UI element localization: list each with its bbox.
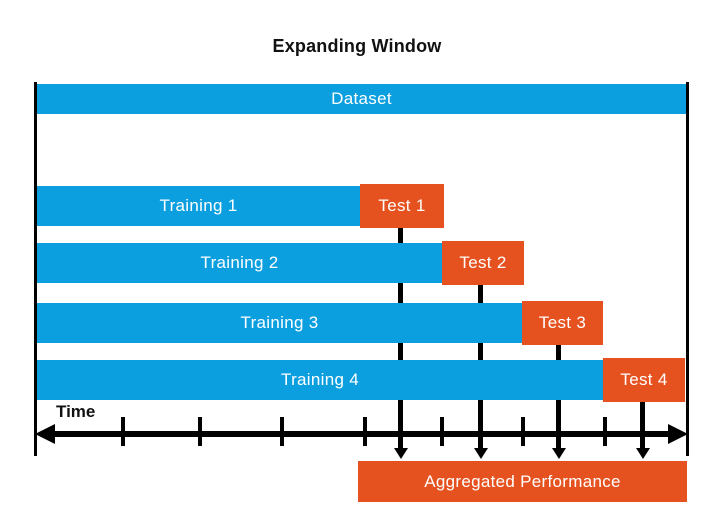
time-axis-label: Time bbox=[56, 402, 96, 421]
dataset-label: Dataset bbox=[331, 89, 392, 108]
test-4-bar: Test 4 bbox=[603, 358, 685, 402]
training-4-label: Training 4 bbox=[281, 370, 359, 389]
axis-tick bbox=[198, 417, 202, 446]
axis-tick bbox=[280, 417, 284, 446]
training-2-label: Training 2 bbox=[200, 253, 279, 272]
axis-tick bbox=[521, 417, 525, 446]
left-boundary-line bbox=[34, 82, 37, 456]
aggregated-performance-bar: Aggregated Performance bbox=[358, 461, 687, 502]
diagram-title: Expanding Window bbox=[272, 36, 442, 56]
test-4-label: Test 4 bbox=[620, 370, 668, 389]
test-1-bar: Test 1 bbox=[360, 184, 444, 228]
test-1-down-arrowhead-icon bbox=[394, 448, 408, 459]
test-3-down-arrowhead-icon bbox=[552, 448, 566, 459]
test-4-down-arrowhead-icon bbox=[636, 448, 650, 459]
test-2-bar: Test 2 bbox=[442, 241, 524, 285]
training-3-bar: Training 3 bbox=[37, 303, 522, 343]
axis-tick bbox=[603, 417, 607, 446]
test-1-label: Test 1 bbox=[378, 196, 426, 215]
time-axis-line bbox=[42, 431, 674, 437]
axis-right-arrowhead-icon bbox=[668, 424, 688, 444]
training-1-bar: Training 1 bbox=[37, 186, 360, 226]
axis-tick bbox=[121, 417, 125, 446]
right-boundary-line bbox=[686, 82, 689, 456]
axis-tick bbox=[440, 417, 444, 446]
axis-left-arrowhead-icon bbox=[35, 424, 55, 444]
test-2-down-arrowhead-icon bbox=[474, 448, 488, 459]
training-4-bar: Training 4 bbox=[37, 360, 603, 400]
training-1-label: Training 1 bbox=[159, 196, 238, 215]
training-2-bar: Training 2 bbox=[37, 243, 442, 283]
axis-tick bbox=[363, 417, 367, 446]
test-4-arrow-stem bbox=[640, 400, 645, 450]
test-2-label: Test 2 bbox=[459, 253, 507, 272]
aggregated-performance-label: Aggregated Performance bbox=[424, 471, 621, 491]
dataset-bar: Dataset bbox=[37, 84, 686, 114]
test-3-bar: Test 3 bbox=[522, 301, 603, 345]
training-3-label: Training 3 bbox=[240, 313, 319, 332]
test-3-label: Test 3 bbox=[538, 313, 587, 332]
